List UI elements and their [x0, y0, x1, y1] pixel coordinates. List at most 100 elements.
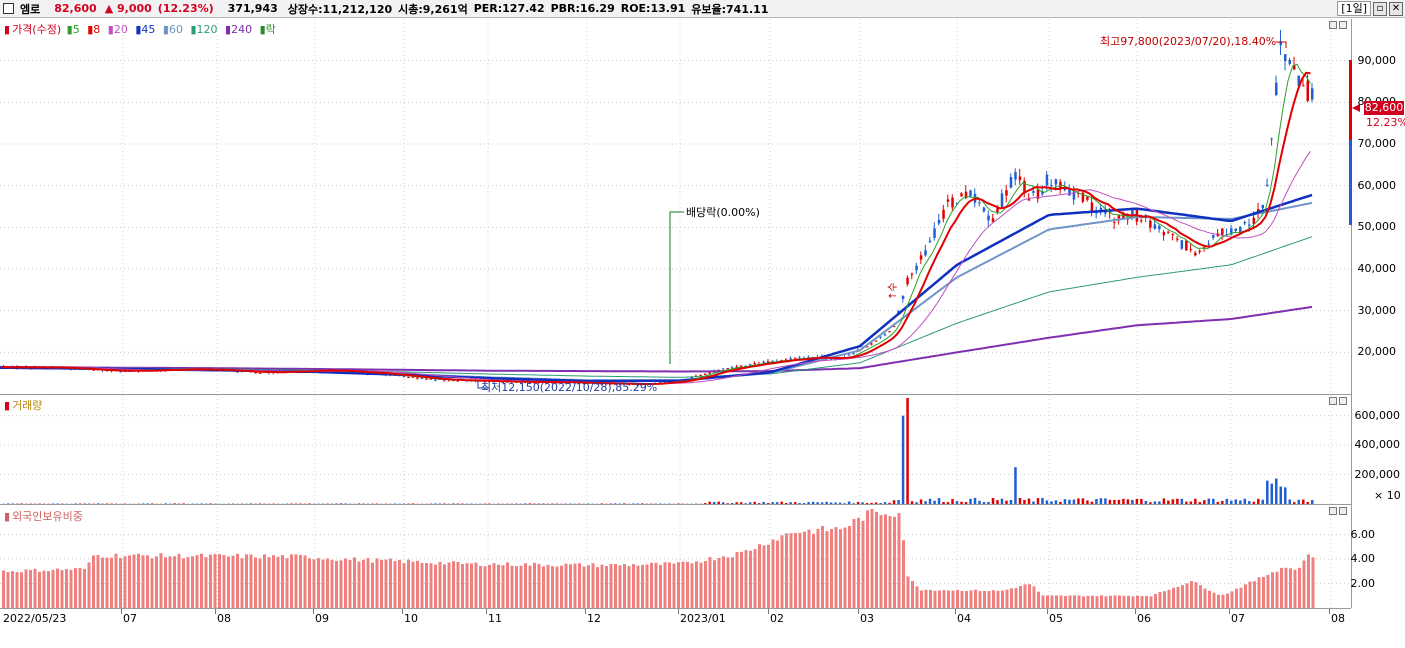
candle-body [991, 218, 995, 223]
foreign-bar [1109, 595, 1112, 608]
candle-body [1248, 224, 1251, 226]
foreign-bar [29, 570, 32, 608]
period-selector[interactable]: [1일] [1337, 1, 1371, 16]
foreign-bar [105, 557, 109, 608]
select-checkbox[interactable] [3, 3, 14, 14]
candle-body [650, 383, 653, 385]
foreign-bar [1149, 596, 1153, 608]
candle-body [92, 369, 95, 371]
foreign-bar [1010, 588, 1013, 608]
foreign-bar [1244, 584, 1247, 608]
candle-body [258, 372, 262, 374]
foreign-bar [488, 564, 491, 608]
candle-body [897, 311, 900, 315]
foreign-bar [987, 590, 991, 608]
foreign-bar [686, 561, 689, 608]
x-tick-label: 07 [123, 612, 137, 625]
foreign-bar [177, 553, 181, 608]
volume-tick-label: 400,000 [1354, 438, 1401, 452]
candle-body [659, 382, 662, 384]
foreign-bar [195, 555, 199, 608]
x-tick-label: 08 [217, 612, 231, 625]
candle-body [717, 369, 720, 371]
foreign-bar [848, 526, 851, 608]
foreign-bar [492, 563, 496, 608]
candle-body [20, 367, 23, 369]
close-button[interactable]: ✕ [1389, 1, 1403, 16]
candle-body [105, 370, 109, 372]
foreign-bar [555, 566, 559, 608]
candle-body [290, 370, 293, 372]
candle-body [1257, 209, 1260, 215]
foreign-bar [1050, 595, 1054, 608]
foreign-bar [915, 586, 919, 608]
candle-body [74, 367, 77, 370]
foreign-bar [1095, 596, 1099, 608]
foreign-bar [767, 544, 770, 608]
foreign-bar [812, 533, 815, 608]
candle-body [879, 336, 882, 338]
candle-body [789, 358, 792, 360]
candle-body [1050, 185, 1053, 187]
foreign-bar [965, 591, 968, 608]
foreign-bar [1028, 584, 1031, 608]
candle-body [137, 369, 140, 371]
foreign-bar [285, 558, 289, 608]
candle-body [69, 367, 73, 369]
ma8-line [1, 71, 1311, 386]
foreign-bar [33, 568, 37, 608]
ma60-line [0, 201, 1313, 382]
volume-panel-border [0, 394, 1351, 395]
candle-body [42, 367, 46, 369]
volume-tick-label: 200,000 [1354, 467, 1401, 481]
pbr-value: PBR:16.29 [550, 2, 615, 15]
candle-body [47, 368, 50, 370]
foreign-bar [1014, 588, 1018, 608]
candle-body [362, 372, 365, 374]
candle-body [739, 365, 743, 367]
restore-button[interactable]: ▫ [1373, 1, 1387, 16]
candle-body [1216, 233, 1220, 237]
price-panel-buttons[interactable] [1329, 21, 1347, 29]
foreign-bar [1289, 568, 1292, 608]
candle-body [964, 191, 968, 199]
foreign-bar [1023, 584, 1027, 608]
current-price-tag: 82,600 [1364, 101, 1404, 115]
foreign-bar [1257, 577, 1261, 608]
candle-body [96, 369, 100, 371]
foreign-bar [1167, 589, 1171, 608]
candle-body [326, 369, 329, 371]
candle-body [281, 371, 284, 373]
foreign-bar [1019, 586, 1022, 608]
foreign-bar [362, 559, 365, 608]
foreign-bar [56, 568, 59, 608]
foreign-tick-label: 2.00 [1350, 576, 1376, 590]
foreign-bar [123, 556, 127, 608]
candle-body [1189, 249, 1193, 251]
foreign-bar [384, 559, 388, 608]
candle-body [1131, 209, 1134, 219]
candle-body [24, 366, 28, 368]
foreign-bar [695, 561, 698, 608]
foreign-bar [726, 557, 730, 608]
candle-body [1122, 213, 1125, 220]
foreign-bar [789, 533, 793, 608]
candle-body [623, 383, 626, 385]
candle-body [1117, 215, 1121, 221]
candle-body [766, 361, 770, 363]
foreign-bar [101, 557, 104, 608]
foreign-bar [159, 553, 163, 608]
foreign-bar [866, 510, 869, 608]
stock-name: 엠로 [20, 2, 41, 16]
foreign-bar [1271, 572, 1274, 608]
candle-body [1081, 192, 1085, 202]
foreign-panel-buttons[interactable] [1329, 507, 1347, 515]
foreign-bar [339, 560, 343, 608]
candle-body [1072, 191, 1076, 200]
candle-body [263, 371, 266, 373]
foreign-bar [1037, 591, 1040, 608]
foreign-bar [758, 544, 761, 608]
volume-panel-buttons[interactable] [1329, 397, 1347, 405]
foreign-bar [834, 527, 838, 608]
